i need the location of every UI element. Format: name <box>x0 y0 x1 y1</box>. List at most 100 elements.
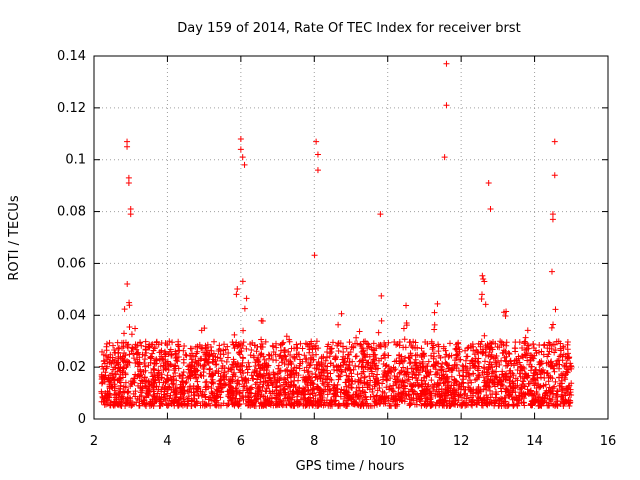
data-point <box>239 362 246 369</box>
data-point <box>373 392 380 399</box>
data-point <box>207 366 214 373</box>
data-point <box>551 383 558 390</box>
data-point <box>356 358 363 365</box>
data-point <box>530 393 537 400</box>
data-point <box>536 341 543 348</box>
data-point <box>373 393 380 400</box>
data-point <box>471 351 478 358</box>
data-point <box>164 342 171 349</box>
data-point <box>180 359 187 366</box>
data-point <box>148 378 155 385</box>
data-point <box>171 393 178 400</box>
data-point <box>343 372 350 379</box>
data-point <box>359 384 366 391</box>
data-point <box>381 340 388 347</box>
data-point <box>241 161 248 168</box>
data-point <box>350 366 357 373</box>
data-point <box>236 397 243 404</box>
data-point <box>273 344 280 351</box>
data-point <box>259 384 266 391</box>
data-point <box>564 366 571 373</box>
data-point <box>450 365 457 372</box>
data-point <box>160 391 167 398</box>
data-point <box>106 339 113 346</box>
data-point <box>361 380 368 387</box>
data-point <box>313 138 320 145</box>
data-point <box>239 377 246 384</box>
data-point <box>381 389 388 396</box>
x-tick-label: 10 <box>379 434 396 449</box>
data-point <box>324 369 331 376</box>
data-point <box>185 375 192 382</box>
data-point <box>388 369 395 376</box>
data-point <box>282 353 289 360</box>
data-point <box>162 359 169 366</box>
data-point <box>141 356 148 363</box>
data-point <box>468 379 475 386</box>
data-point <box>354 371 361 378</box>
data-point <box>243 345 250 352</box>
data-point <box>533 388 540 395</box>
data-point <box>138 377 145 384</box>
x-tick-label: 14 <box>526 434 543 449</box>
chart-title: Day 159 of 2014, Rate Of TEC Index for r… <box>177 21 520 36</box>
data-point <box>522 334 529 341</box>
data-point <box>428 377 435 384</box>
data-point <box>173 377 180 384</box>
data-point <box>376 343 383 350</box>
data-point <box>137 368 144 375</box>
data-point <box>435 360 442 367</box>
data-point <box>119 355 126 362</box>
data-point <box>299 345 306 352</box>
data-point <box>232 373 239 380</box>
data-point <box>164 395 171 402</box>
data-point <box>527 367 534 374</box>
data-point <box>224 388 231 395</box>
data-point <box>108 360 115 367</box>
data-point <box>311 252 318 259</box>
data-point <box>383 384 390 391</box>
data-point <box>539 369 546 376</box>
data-point <box>233 291 240 298</box>
data-point <box>552 403 559 410</box>
data-point <box>338 369 345 376</box>
data-point <box>221 365 228 372</box>
data-point <box>520 390 527 397</box>
data-point <box>366 343 373 350</box>
data-point <box>164 390 171 397</box>
data-point <box>446 397 453 404</box>
data-point <box>168 401 175 408</box>
data-point <box>239 278 246 285</box>
data-point <box>355 379 362 386</box>
data-point <box>521 383 528 390</box>
data-point <box>115 401 122 408</box>
data-point <box>224 354 231 361</box>
data-point <box>295 399 302 406</box>
data-point <box>170 386 177 393</box>
data-point <box>499 350 506 357</box>
data-point <box>442 368 449 375</box>
data-point <box>483 380 490 387</box>
data-point <box>196 341 203 348</box>
data-point <box>329 339 336 346</box>
data-point <box>481 332 488 339</box>
data-point <box>347 395 354 402</box>
data-point <box>385 363 392 370</box>
data-point <box>244 366 251 373</box>
data-point <box>279 354 286 361</box>
data-point <box>492 390 499 397</box>
data-point <box>177 373 184 380</box>
data-point <box>548 268 555 275</box>
data-point <box>536 349 543 356</box>
data-point <box>332 355 339 362</box>
data-point <box>399 377 406 384</box>
data-point <box>174 402 181 409</box>
data-point <box>275 362 282 369</box>
data-point <box>257 399 264 406</box>
data-point <box>190 385 197 392</box>
data-point <box>438 363 445 370</box>
axis-ticks <box>93 55 609 420</box>
data-point <box>308 340 315 347</box>
data-point <box>567 389 574 396</box>
data-point <box>408 382 415 389</box>
